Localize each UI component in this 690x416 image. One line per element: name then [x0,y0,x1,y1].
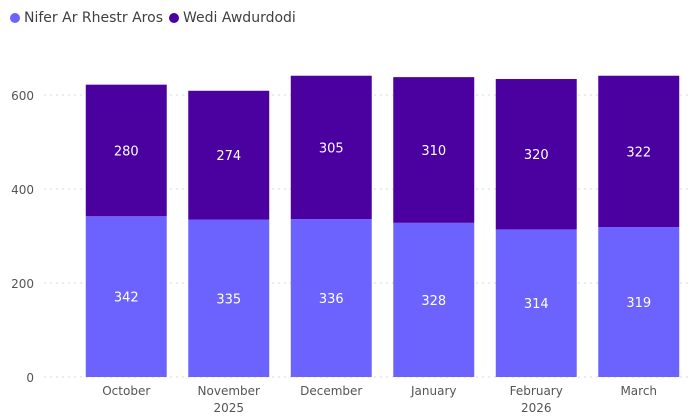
x-tick-label-november: November [198,384,260,398]
data-label-1-january: 328 [421,294,446,309]
bar-1-january [393,222,475,377]
legend-item-series1[interactable]: Nifer Ar Rhestr Aros [10,10,163,26]
legend-label-series1: Nifer Ar Rhestr Aros [24,10,163,26]
data-label-1-october: 342 [114,291,139,306]
x-tick-label-february: February [510,384,563,398]
y-tick-label-0: 0 [26,371,34,385]
x-year-label-2026: 2026 [521,401,552,415]
legend-swatch-series2 [168,13,179,23]
chart-legend: Nifer Ar Rhestr Aros Wedi Awdurdodi [10,10,302,26]
bar-2-november [188,90,270,220]
bar-2-march [598,75,680,228]
bar-2-december [290,75,372,220]
x-tick-label-october: October [102,384,150,398]
x-tick-label-march: March [620,384,657,398]
data-label-2-march: 322 [626,145,651,160]
data-label-1-december: 336 [319,292,344,307]
y-tick-label-200: 200 [11,277,34,291]
bar-1-february [495,229,577,377]
bar-1-november [188,219,270,377]
y-tick-label-400: 400 [11,183,34,197]
data-label-2-february: 320 [524,148,549,163]
x-tick-label-january: January [410,384,457,398]
data-label-2-october: 280 [114,144,139,159]
x-year-label-2025: 2025 [213,401,244,415]
y-tick-label-600: 600 [11,89,34,103]
bar-1-december [290,219,372,377]
legend-item-series2[interactable]: Wedi Awdurdodi [168,10,296,26]
data-label-2-january: 310 [421,144,446,159]
bar-2-february [495,79,577,230]
bar-2-january [393,77,475,223]
data-label-2-november: 274 [216,149,241,164]
legend-label-series2: Wedi Awdurdodi [182,10,296,26]
legend-swatch-series1 [10,13,20,23]
data-label-1-february: 314 [524,297,549,312]
data-label-2-december: 305 [319,141,344,156]
data-label-1-november: 335 [216,292,241,307]
bar-1-october [85,216,167,377]
x-tick-label-december: December [300,384,362,398]
bar-1-march [598,227,680,377]
data-label-1-march: 319 [626,296,651,311]
bar-2-october [85,84,167,217]
